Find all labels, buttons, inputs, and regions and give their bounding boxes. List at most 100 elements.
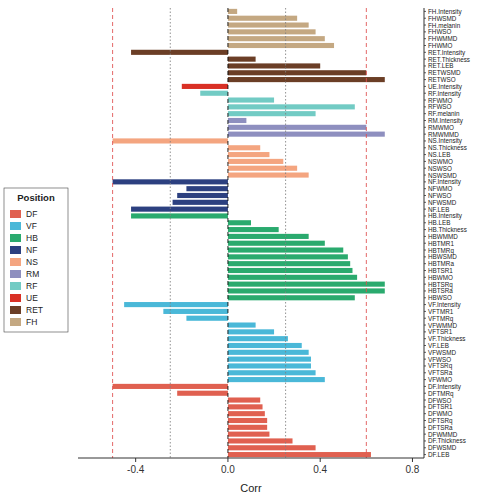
bar [131,207,228,212]
bar [228,36,325,41]
y-tick [424,59,426,60]
y-tick [424,345,426,346]
y-tick [424,72,426,73]
bar [228,377,325,382]
y-tick [424,372,426,373]
bar [113,138,228,143]
y-tick [424,365,426,366]
bar [182,84,228,89]
legend-swatch [10,294,21,302]
y-tick [424,331,426,332]
y-tick [424,100,426,101]
bar [228,445,316,450]
y-tick [424,304,426,305]
bar [228,322,256,327]
legend-swatch [10,282,21,290]
bar [228,295,355,300]
bar [228,152,270,157]
y-tick [424,379,426,380]
legend-swatch [10,318,21,326]
x-tick [135,458,136,462]
y-tick [424,297,426,298]
bar [228,363,311,368]
y-tick [424,270,426,271]
y-tick [424,45,426,46]
bar [228,111,316,116]
plot-area [113,8,385,458]
y-tick [424,140,426,141]
bar [228,282,385,287]
y-tick [424,11,426,12]
y-tick [424,120,426,121]
y-tick [424,25,426,26]
bar [177,193,228,198]
bar [228,288,385,293]
bar [228,241,325,246]
y-tick [424,290,426,291]
y-tick [424,284,426,285]
bar [228,261,350,266]
legend-frame [4,188,68,332]
x-tick-label: 0.4 [313,464,327,475]
x-tick [320,458,321,462]
y-tick [424,256,426,257]
y-tick [424,222,426,223]
legend-label: RM [26,269,39,279]
y-tick [424,454,426,455]
bar [228,254,348,259]
bar [228,336,288,341]
x-tick-label: 0.0 [221,464,235,475]
y-tick [424,188,426,189]
y-tick [424,236,426,237]
y-tick [424,79,426,80]
bar [228,166,297,171]
y-tick [424,154,426,155]
y-tick [424,86,426,87]
y-tick [424,52,426,53]
y-tick [424,31,426,32]
bar [228,77,385,82]
bar [228,132,385,137]
bar [228,125,366,130]
bar [186,186,228,191]
y-tick [424,447,426,448]
bar [228,70,366,75]
y-tick [424,359,426,360]
bar [228,29,316,34]
x-tick [412,458,413,462]
y-tick [424,106,426,107]
legend-swatch [10,270,21,278]
x-tick [227,458,228,462]
y-tick [424,386,426,387]
bar [228,432,270,437]
y-tick [424,427,426,428]
y-tick [424,209,426,210]
bar [131,50,228,55]
legend-label: DF [26,209,37,219]
reference-line [112,8,113,458]
legend-label: VF [26,221,37,231]
legend-label: HB [26,233,38,243]
bar [228,418,267,423]
bar [131,213,228,218]
bar [228,22,309,27]
y-tick [424,18,426,19]
bar [228,9,237,14]
bar [228,268,353,273]
reference-line [170,8,171,458]
y-tick [424,175,426,176]
y-tick [424,311,426,312]
y-tick [424,181,426,182]
y-tick [424,406,426,407]
y-tick [424,420,426,421]
x-tick-label: 0.8 [406,464,420,475]
bar [228,350,309,355]
bar [228,275,357,280]
y-tick [424,202,426,203]
bar [228,357,311,362]
legend-title: Position [17,192,55,203]
y-tick [424,440,426,441]
bar [228,404,263,409]
bar [228,220,251,225]
legend-swatch [10,222,21,230]
